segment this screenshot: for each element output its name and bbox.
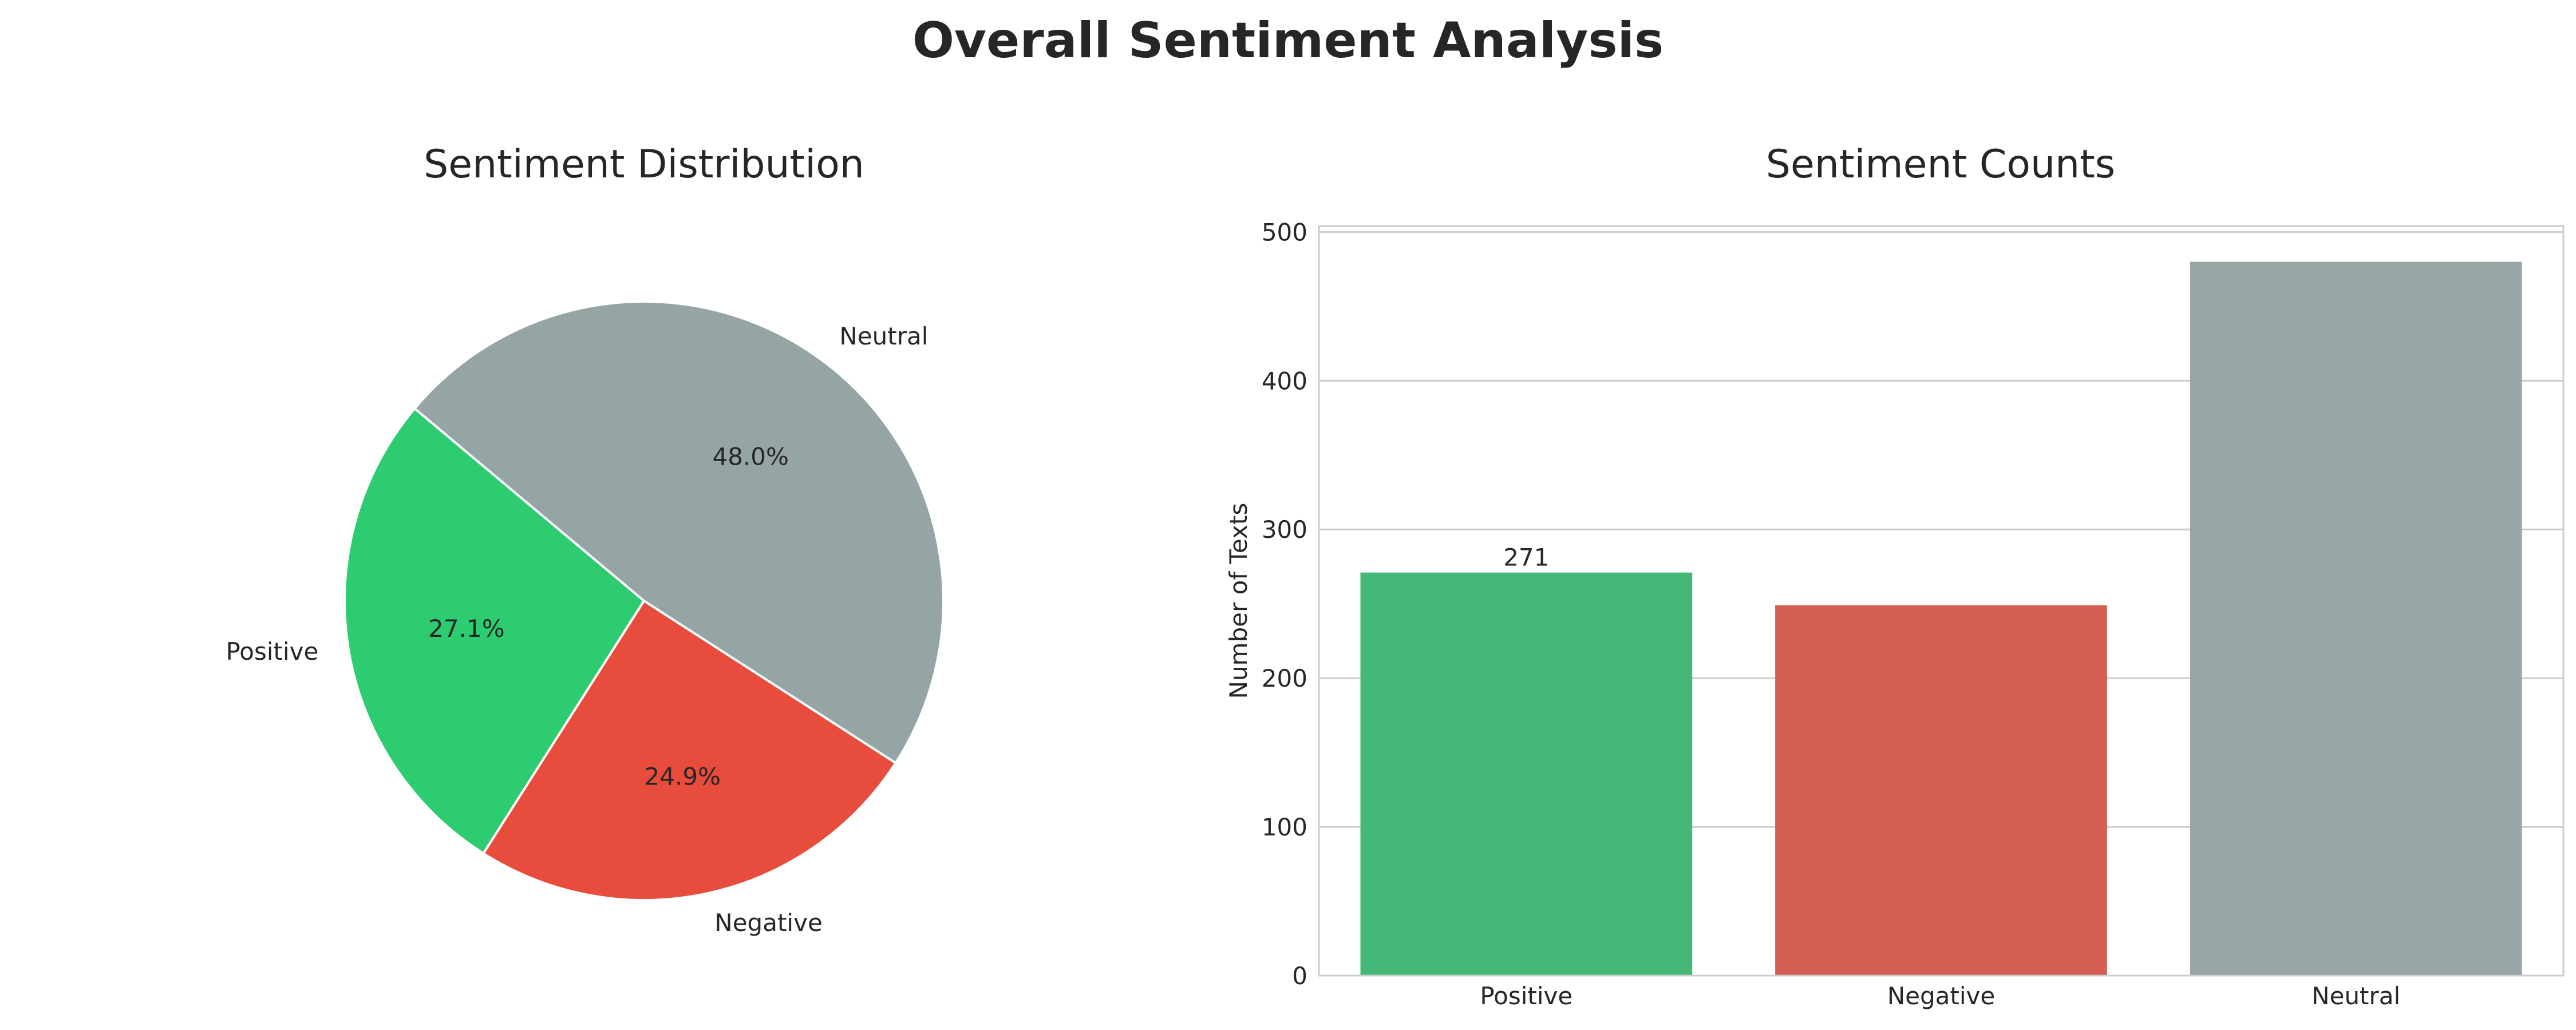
pie-chart: Sentiment Distribution Positive 27.1% Nega… xyxy=(226,142,945,937)
bar-chart-title: Sentiment Counts xyxy=(1766,142,2115,187)
pie-pct-positive: 27.1% xyxy=(428,615,504,643)
x-tick-label-neutral: Neutral xyxy=(2312,982,2400,1010)
bar-data-label-positive: 271 xyxy=(1503,544,1549,572)
pie-labels: Positive 27.1% Negative 24.9% Neutral 48.0% xyxy=(226,322,928,937)
pie-slice-positive xyxy=(343,407,646,855)
figure-title: Overall Sentiment Analysis xyxy=(912,12,1664,69)
pie-chart-title: Sentiment Distribution xyxy=(424,142,864,187)
y-tick-label-0: 0 xyxy=(1292,962,1307,990)
bar-x-tick-labels: Positive Negative Neutral xyxy=(1480,982,2400,1010)
y-tick-label-300: 300 xyxy=(1262,516,1307,544)
pie-pct-neutral: 48.0% xyxy=(712,442,788,470)
x-tick-label-negative: Negative xyxy=(1887,982,1996,1010)
bar-negative xyxy=(1775,605,2107,976)
pie-pct-negative: 24.9% xyxy=(645,763,721,791)
bar-neutral xyxy=(2190,262,2522,976)
y-tick-label-500: 500 xyxy=(1262,218,1307,246)
pie-label-negative: Negative xyxy=(714,909,823,937)
bar-chart: Sentiment Counts 0 100 200 300 400 500 Positi… xyxy=(1224,142,2565,1010)
bar-y-tick-labels: 0 100 200 300 400 500 xyxy=(1262,218,1307,990)
bar-positive xyxy=(1360,572,1693,976)
x-tick-label-positive: Positive xyxy=(1480,982,1573,1010)
pie-slice-neutral xyxy=(413,300,945,765)
y-tick-label-100: 100 xyxy=(1262,813,1307,841)
y-tick-label-200: 200 xyxy=(1262,664,1307,692)
bar-data-labels: 271 xyxy=(1503,544,1549,572)
pie-label-neutral: Neutral xyxy=(839,322,928,350)
pie-label-positive: Positive xyxy=(226,637,318,665)
y-tick-label-400: 400 xyxy=(1262,367,1307,395)
bar-bars xyxy=(1360,262,2522,976)
bar-plot-frame xyxy=(1318,225,2565,977)
bar-y-axis-label: Number of Texts xyxy=(1224,503,1253,699)
pie-slices xyxy=(343,300,945,901)
pie-slice-negative xyxy=(481,599,898,901)
